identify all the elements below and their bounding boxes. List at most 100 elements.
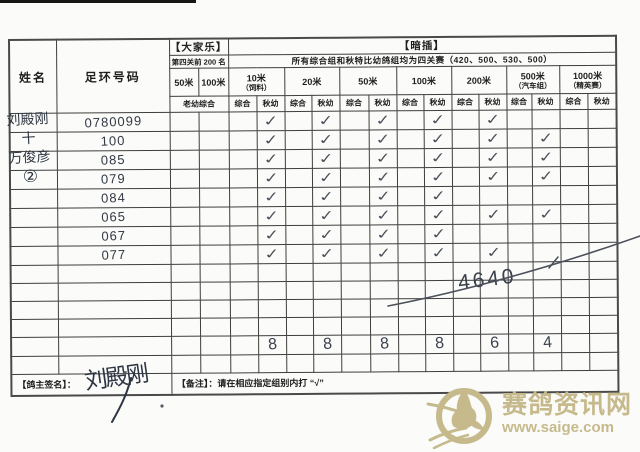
qiuyou-cell-10m: ✓ [256, 111, 285, 131]
zonghe-cell-20m [285, 225, 313, 245]
dajiale-100m-cell [199, 187, 230, 208]
qiuyou-cell-100m: ✓ [423, 167, 453, 187]
qiuyou-cell-1000m [588, 261, 618, 280]
handwritten-checkmark: ✓ [374, 244, 393, 262]
zonghe-cell-20m [284, 130, 312, 150]
zonghe-cell-10m [229, 281, 258, 300]
ring-number-cell [58, 336, 172, 357]
qiuyou-cell-200m: ✓ [478, 129, 507, 149]
handwritten-checkmark: ✓ [374, 187, 392, 205]
qiuyou-cell-100m: ✓ [424, 186, 453, 206]
zonghe-cell-100m [397, 298, 425, 317]
zonghe-cell-1000m [560, 279, 589, 298]
qiuyou-cell-100m: ✓ [424, 224, 453, 244]
qiuyou-cell-200m [480, 353, 509, 372]
handwritten-checkmark: ✓ [483, 148, 502, 166]
zonghe-cell-20m [286, 335, 314, 355]
qiuyou-cell-10m: ✓ [257, 244, 286, 264]
ring-number-cell [57, 318, 172, 338]
qiuyou-cell-200m [479, 280, 508, 299]
qiuyou-cell-100m: ✓ [423, 110, 452, 130]
pigeon-registration-table: 姓名 足环号码 【大家乐】 【暗插】 第四关前 200 名 所有综合组和秋特比幼… [8, 34, 620, 397]
qiuyou-cell-10m [258, 354, 287, 373]
zonghe-cell-1000m [559, 166, 589, 186]
qiuyou-cell-20m [312, 317, 342, 336]
qiuyou-cell-100m: ✓ [424, 205, 453, 225]
zonghe-cell-20m [284, 111, 312, 131]
zonghe-cell-1000m [560, 242, 589, 262]
zonghe-cell-50m [339, 167, 370, 188]
zonghe-cell-100m [397, 262, 425, 281]
handwritten-checkmark: ✓ [317, 225, 336, 243]
ring-number-cell: 0780099 [56, 112, 170, 133]
handwritten-checkmark: ✓ [373, 130, 392, 148]
zonghe-cell-50m [341, 334, 371, 355]
qiuyou-cell-500m [532, 261, 561, 280]
handwritten-checkmark: ✓ [374, 206, 393, 224]
zonghe-cell-1000m [560, 315, 590, 334]
qiuyou-cell-100m: ✓ [423, 129, 452, 149]
qiuyou-cell-500m [532, 223, 561, 243]
zonghe-cell-200m [451, 129, 479, 149]
qiuyou-cell-20m: ✓ [311, 111, 340, 131]
qiuyou-cell-500m [533, 352, 562, 371]
qiuyou-cell-500m [532, 297, 561, 316]
subcol-50m-zonghe: 综合 [339, 94, 369, 112]
col-header-50m: 50米 [339, 66, 397, 96]
zonghe-cell-1000m [559, 147, 588, 167]
zonghe-cell-10m [229, 299, 258, 318]
qiuyou-cell-1000m [589, 352, 619, 371]
zonghe-cell-200m [452, 205, 480, 225]
handwritten-checkmark: ✓ [262, 207, 281, 225]
handwritten-checkmark: ✓ [373, 111, 392, 129]
zonghe-cell-500m [506, 109, 532, 130]
handwritten-ring-number: 079 [100, 170, 127, 187]
qiuyou-cell-10m [257, 281, 286, 300]
qiuyou-cell-10m [257, 263, 286, 282]
zonghe-cell-100m [398, 353, 426, 372]
zonghe-cell-500m [506, 166, 533, 187]
zonghe-cell-200m [452, 243, 480, 263]
qiuyou-cell-50m: ✓ [368, 167, 398, 187]
ring-number-cell: 077 [57, 245, 171, 266]
qiuyou-cell-1000m [587, 128, 617, 148]
col-header-name: 姓名 [9, 39, 57, 114]
name-cell [10, 265, 58, 284]
zonghe-cell-500m [507, 204, 533, 225]
handwritten-checkmark: ✓ [483, 110, 502, 128]
dajiale-50m-cell [169, 112, 199, 132]
handwritten-checkmark: ✓ [429, 205, 448, 224]
ring-number-cell: 085 [56, 150, 170, 171]
qiuyou-cell-50m [370, 353, 399, 372]
zonghe-cell-100m [397, 316, 426, 335]
name-cell [10, 227, 58, 247]
qiuyou-cell-1000m [589, 333, 619, 353]
subcol-500m-zonghe: 综合 [506, 93, 532, 111]
handwritten-checkmark: ✓ [261, 150, 280, 168]
dajiale-50m-cell [169, 131, 199, 151]
qiuyou-cell-200m: ✓ [478, 167, 508, 187]
zonghe-cell-100m [398, 334, 426, 354]
subcol-500m-qiuyou: 秋幼 [531, 93, 560, 110]
dajiale-100m-cell [198, 149, 229, 170]
name-cell [9, 170, 58, 190]
qiuyou-cell-20m: ✓ [312, 225, 341, 245]
qiuyou-cell-200m [479, 262, 508, 281]
dajiale-50m-cell [170, 207, 200, 227]
qiuyou-cell-50m: ✓ [369, 224, 398, 244]
dajiale-100m-cell [198, 130, 229, 151]
qiuyou-cell-200m: ✓ [479, 205, 508, 225]
subcol-20m-qiuyou: 秋幼 [311, 95, 340, 112]
zonghe-cell-200m [452, 316, 481, 335]
qiuyou-cell-10m: ✓ [257, 206, 286, 226]
zonghe-cell-50m [341, 353, 371, 373]
name-cell [10, 283, 58, 302]
dajiale-50m-cell [170, 282, 200, 301]
col-header-100m-dajiale: 100米 [198, 67, 229, 97]
qiuyou-cell-10m: ✓ [256, 168, 286, 188]
zonghe-cell-10m [228, 130, 257, 150]
ring-number-cell: 100 [56, 131, 170, 152]
zonghe-cell-50m [340, 316, 371, 336]
qiuyou-cell-500m [531, 109, 560, 129]
